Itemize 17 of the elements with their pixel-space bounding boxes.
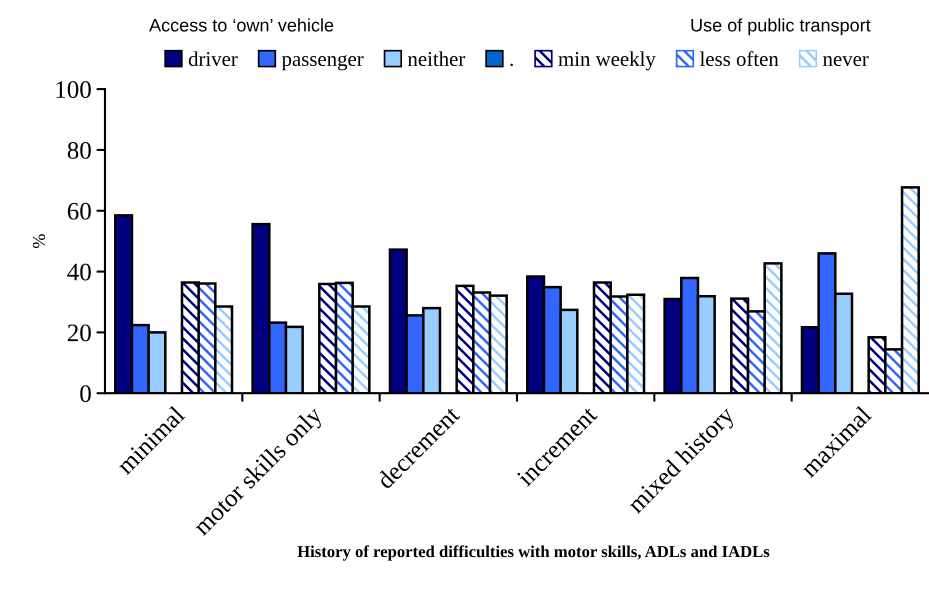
legend-label: . <box>510 64 513 66</box>
y-axis-title: % <box>32 234 46 248</box>
legend-label: never <box>823 56 869 66</box>
legend-label: passenger <box>282 55 364 70</box>
x-axis-title: History of reported difficulties with motor skills, ADLs and IADLs <box>297 545 770 561</box>
legend-label: less often <box>700 51 778 66</box>
y-tick-label: 40 <box>67 264 91 280</box>
text: Access to ‘own’ vehicle <box>149 18 334 32</box>
y-tick-label: 60 <box>68 202 91 220</box>
y-tick-label: 20 <box>68 324 91 342</box>
legend-label: driver <box>188 51 238 66</box>
y-tick-label: 0 <box>80 385 91 402</box>
y-tick-label: 100 <box>56 81 91 98</box>
y-tick-label: 80 <box>68 142 91 159</box>
text: Use of public transport <box>691 18 871 36</box>
legend-label: neither <box>408 51 466 66</box>
legend-label: min weekly <box>558 51 656 70</box>
